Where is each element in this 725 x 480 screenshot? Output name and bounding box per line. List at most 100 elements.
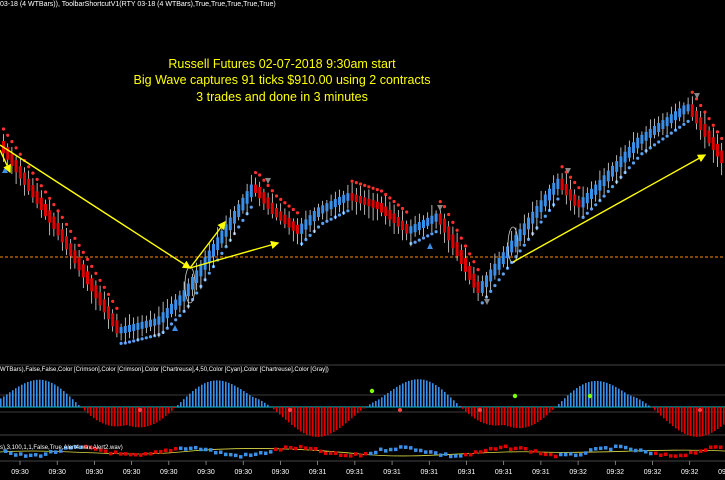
down-bar [35, 191, 39, 204]
osc-bar-positive [447, 394, 449, 407]
osc-bar-positive [246, 393, 248, 407]
down-bar [564, 184, 568, 196]
osc-bar-positive [576, 388, 578, 407]
osc-bar-positive [396, 386, 398, 407]
time-tick-label: 09:32 [718, 469, 725, 476]
osc-bar-negative [276, 407, 278, 412]
signal-markers-layer [2, 93, 700, 331]
up-bar [178, 295, 182, 306]
trail-dot [379, 189, 384, 193]
trail-dot [430, 232, 434, 236]
osc-bar-positive [582, 384, 584, 407]
osc-bar-negative [672, 407, 674, 427]
dot-marker [349, 454, 353, 458]
up-bar [409, 226, 413, 234]
down-bar [73, 250, 77, 264]
up-bar [665, 117, 669, 127]
osc-bar-positive [36, 379, 38, 407]
osc-bar-negative [153, 407, 155, 425]
down-bar [94, 285, 98, 299]
dot-marker [279, 448, 283, 452]
annotation-line-3: 3 trades and done in 3 minutes [196, 90, 368, 104]
osc-bar-positive [387, 393, 389, 407]
dot-marker [314, 447, 318, 451]
down-bar [262, 192, 266, 204]
osc-bar-negative [90, 407, 92, 416]
dot-marker [499, 445, 503, 450]
trail-dot [627, 166, 631, 170]
trail-dot [346, 209, 350, 213]
down-bar [707, 130, 711, 144]
osc-bar-positive [261, 400, 263, 407]
osc-bar-positive [435, 384, 437, 407]
trail-dot [665, 134, 669, 138]
up-bar [308, 215, 312, 226]
down-bar [266, 197, 270, 209]
trail-dot [715, 130, 720, 134]
dot-marker [579, 453, 583, 457]
osc-bar-positive [444, 391, 446, 407]
trail-dot [610, 185, 615, 189]
dot-marker [154, 450, 158, 454]
osc-bar-positive [0, 398, 2, 407]
osc-bar-positive [18, 386, 20, 407]
osc-bar-negative [99, 407, 101, 422]
osc-bar-positive [48, 381, 50, 407]
down-bar [52, 216, 56, 229]
trail-dot [220, 251, 224, 255]
osc-bar-positive [633, 396, 635, 407]
up-bar [506, 246, 509, 259]
time-tick-label: 09:30 [123, 469, 141, 476]
dot-marker [54, 450, 58, 454]
up-bar [417, 222, 421, 231]
dot-marker [569, 452, 573, 456]
osc-bar-negative [483, 407, 485, 424]
trail-dot [14, 146, 18, 150]
osc-bar-negative [84, 407, 86, 411]
osc-bar-negative [666, 407, 668, 421]
down-bar [384, 206, 388, 216]
up-bar [140, 321, 144, 329]
osc-bar-positive [453, 400, 455, 407]
osc-bar-negative [351, 407, 353, 419]
osc-bar-positive [366, 406, 368, 407]
dot-marker [714, 445, 718, 449]
dot-marker [479, 450, 483, 454]
dots-panel-label: s),3,100,1,1,False,True,Alert4.wav,Alert… [0, 445, 123, 451]
down-bar [254, 184, 257, 193]
trail-dot [321, 221, 325, 225]
up-bar [548, 188, 551, 201]
up-bar [619, 156, 623, 168]
up-bar [686, 104, 690, 112]
trail-dot [489, 289, 493, 293]
up-bar [661, 120, 665, 130]
dot-marker [209, 448, 213, 452]
time-tick-label: 09:30 [11, 469, 29, 476]
trail-dot [123, 341, 127, 345]
up-bar [510, 240, 514, 253]
down-bar [48, 210, 52, 223]
dot-marker [64, 446, 68, 450]
down-bar [577, 199, 581, 208]
dot-marker [424, 450, 428, 454]
trail-dot [442, 205, 447, 209]
osc-bar-positive [585, 383, 587, 407]
osc-bar-negative [96, 407, 98, 421]
osc-bar-negative [297, 407, 299, 430]
osc-bar-positive [369, 404, 371, 407]
osc-bar-negative [501, 407, 503, 426]
trail-dot [308, 233, 312, 237]
osc-bar-positive [240, 389, 242, 407]
osc-bar-negative [111, 407, 113, 427]
dot-marker [29, 453, 33, 458]
down-bar [23, 172, 26, 185]
dot-marker [504, 444, 508, 449]
time-tick-label: 09:32 [644, 469, 662, 476]
osc-bar-positive [375, 400, 377, 407]
dot-marker [449, 454, 453, 459]
down-bar [695, 110, 698, 124]
dot-marker [354, 452, 358, 456]
osc-bar-positive [33, 380, 35, 407]
